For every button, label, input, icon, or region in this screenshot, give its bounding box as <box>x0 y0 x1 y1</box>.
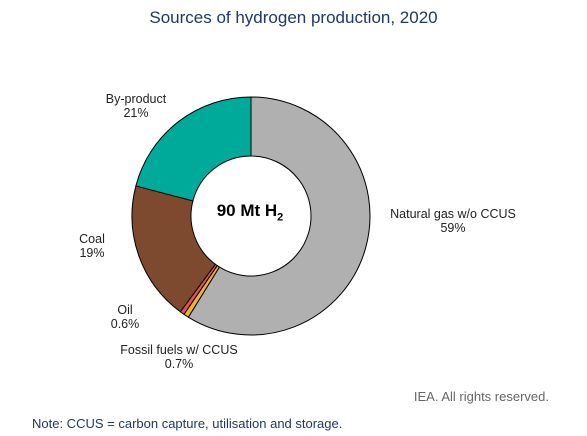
label-natural-gas: Natural gas w/o CCUS 59% <box>390 207 516 235</box>
chart-title: Sources of hydrogen production, 2020 <box>149 8 438 27</box>
slice-natural-gas-w-o-ccus <box>187 96 371 336</box>
label-by-product: By-product 21% <box>105 92 167 120</box>
label-coal: Coal 19% <box>79 232 105 260</box>
rights-text: IEA. All rights reserved. <box>413 389 549 404</box>
label-oil: Oil 0.6% <box>110 303 140 331</box>
label-fossil-ccus: Fossil fuels w/ CCUS 0.7% <box>120 343 238 371</box>
footnote: Note: CCUS = carbon capture, utilisation… <box>32 416 343 431</box>
slice-by-product <box>135 96 252 202</box>
center-label: 90 Mt H2 <box>216 201 284 224</box>
